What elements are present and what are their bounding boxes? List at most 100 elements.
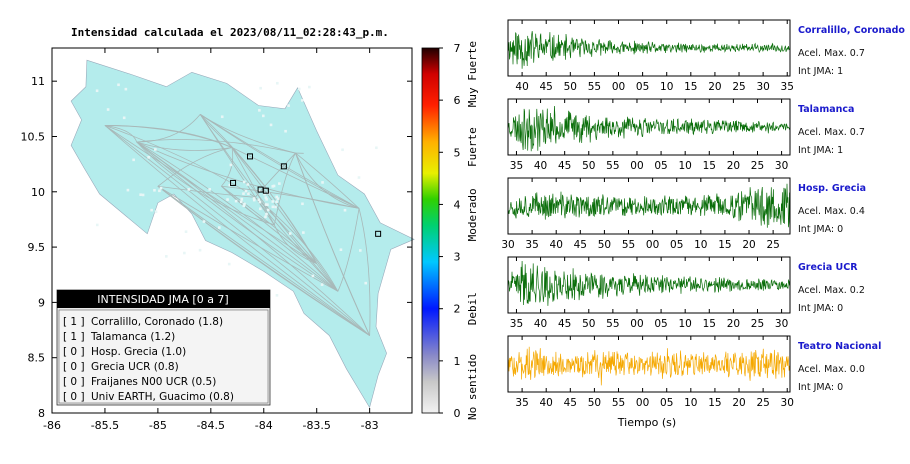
map-y-tick-label: 9 [38, 296, 45, 309]
waveform-tick-label: 05 [636, 81, 649, 93]
city-dot [203, 220, 206, 223]
station-name: Talamanca [798, 104, 854, 115]
city-dot [358, 176, 361, 179]
colorbar-category-label: Debil [466, 292, 479, 325]
map-title: Intensidad calculada el 2023/08/11_02:28… [71, 26, 389, 39]
waveform-tick-label: 05 [654, 160, 667, 172]
city-dot [262, 115, 265, 118]
waveform-tick-label: 45 [558, 318, 571, 330]
colorbar-category-label: Moderado [466, 188, 479, 241]
city-dot [289, 232, 292, 235]
city-dot [154, 148, 157, 151]
map-y-tick-label: 8.5 [28, 352, 46, 365]
waveform-tick-label: 50 [564, 81, 577, 93]
city-dot [278, 182, 281, 185]
waveform-tick-label: 05 [670, 239, 683, 251]
city-dot [226, 198, 229, 201]
waveform-x-axis-label: Tiempo (s) [617, 416, 676, 429]
waveform-tick-label: 25 [756, 397, 769, 409]
city-dot [277, 197, 280, 200]
city-dot [302, 231, 305, 234]
waveform-tick-label: 35 [510, 318, 523, 330]
city-dot [183, 252, 186, 255]
city-dot [344, 209, 347, 212]
intensity-legend: INTENSIDAD JMA [0 a 7] [ 1 ]Corralillo, … [57, 290, 270, 405]
colorbar-tick-label: 7 [454, 42, 461, 55]
waveform-tick-label: 55 [588, 81, 601, 93]
city-dot [139, 193, 142, 196]
waveform-tick-label: 40 [550, 239, 563, 251]
station-name: Hosp. Grecia [798, 183, 866, 194]
city-dot [259, 87, 262, 90]
colorbar-gradient [422, 48, 439, 413]
legend-entry-code: [ 0 ] [63, 376, 85, 388]
colorbar-tick-label: 3 [454, 251, 461, 264]
waveform-tick-label: 15 [684, 81, 697, 93]
city-dot [276, 294, 279, 297]
waveform-tick-label: 30 [775, 318, 788, 330]
waveform-tick-label: 40 [534, 318, 547, 330]
map-x-tick-label: -85 [149, 419, 167, 432]
map-y-tick-label: 11 [31, 75, 45, 88]
waveform-tick-label: 30 [775, 160, 788, 172]
waveform-tick-label: 10 [694, 239, 707, 251]
waveform-tick-label: 35 [525, 239, 538, 251]
city-dot [147, 156, 150, 159]
legend-entry-code: [ 1 ] [63, 331, 85, 343]
city-dot [265, 196, 268, 199]
map-y-tick-label: 9.5 [28, 241, 46, 254]
city-dot [243, 203, 246, 206]
map-y-tick-label: 10 [31, 186, 45, 199]
waveform-tick-label: 25 [766, 239, 779, 251]
waveform-tick-label: 15 [708, 397, 721, 409]
city-dot [247, 192, 250, 195]
city-dot [321, 283, 324, 286]
legend-entry-code: [ 0 ] [63, 346, 85, 358]
colorbar-tick-label: 5 [454, 146, 461, 159]
waveform-tick-label: 20 [742, 239, 755, 251]
city-dot [375, 146, 378, 149]
city-dot [276, 82, 279, 85]
city-dot [266, 203, 269, 206]
legend-entry-label: Grecia UCR (0.8) [91, 361, 179, 373]
city-dot [153, 189, 156, 192]
city-dot [142, 194, 145, 197]
waveform-tick-label: 55 [606, 160, 619, 172]
city-dot [125, 88, 128, 91]
legend-entry-code: [ 0 ] [63, 361, 85, 373]
city-dot [274, 206, 277, 209]
waveform-tick-label: 00 [646, 239, 659, 251]
station-intensity: Int JMA: 1 [798, 66, 843, 77]
waveform-tick-label: 05 [660, 397, 673, 409]
waveform-tick-label: 30 [501, 239, 514, 251]
city-dot [96, 89, 99, 92]
station-accel-max: Acel. Max. 0.2 [798, 285, 865, 296]
station-accel-max: Acel. Max. 0.7 [798, 127, 865, 138]
waveform-tick-label: 00 [612, 81, 625, 93]
city-dot [132, 159, 135, 162]
colorbar-category-label: No sentido [466, 354, 479, 420]
waveform-tick-label: 25 [751, 318, 764, 330]
colorbar-tick-label: 6 [454, 94, 461, 107]
city-dot [246, 183, 249, 186]
waveform-tick-label: 50 [598, 239, 611, 251]
city-dot [155, 210, 158, 213]
waveform-tick-label: 00 [630, 318, 643, 330]
city-dot [117, 83, 120, 86]
waveform-tick-label: 45 [558, 160, 571, 172]
legend-entry-label: Univ EARTH, Guacimo (0.8) [91, 391, 234, 403]
waveform-tick-label: 10 [684, 397, 697, 409]
city-dot [218, 226, 221, 229]
station-name: Grecia UCR [798, 262, 858, 273]
city-dot [221, 115, 224, 118]
map-x-tick-label: -86 [43, 419, 61, 432]
waveform-tick-label: 15 [703, 160, 716, 172]
city-dot [359, 249, 362, 252]
city-dot [259, 208, 262, 211]
map-x-tick-label: -85.5 [91, 419, 119, 432]
